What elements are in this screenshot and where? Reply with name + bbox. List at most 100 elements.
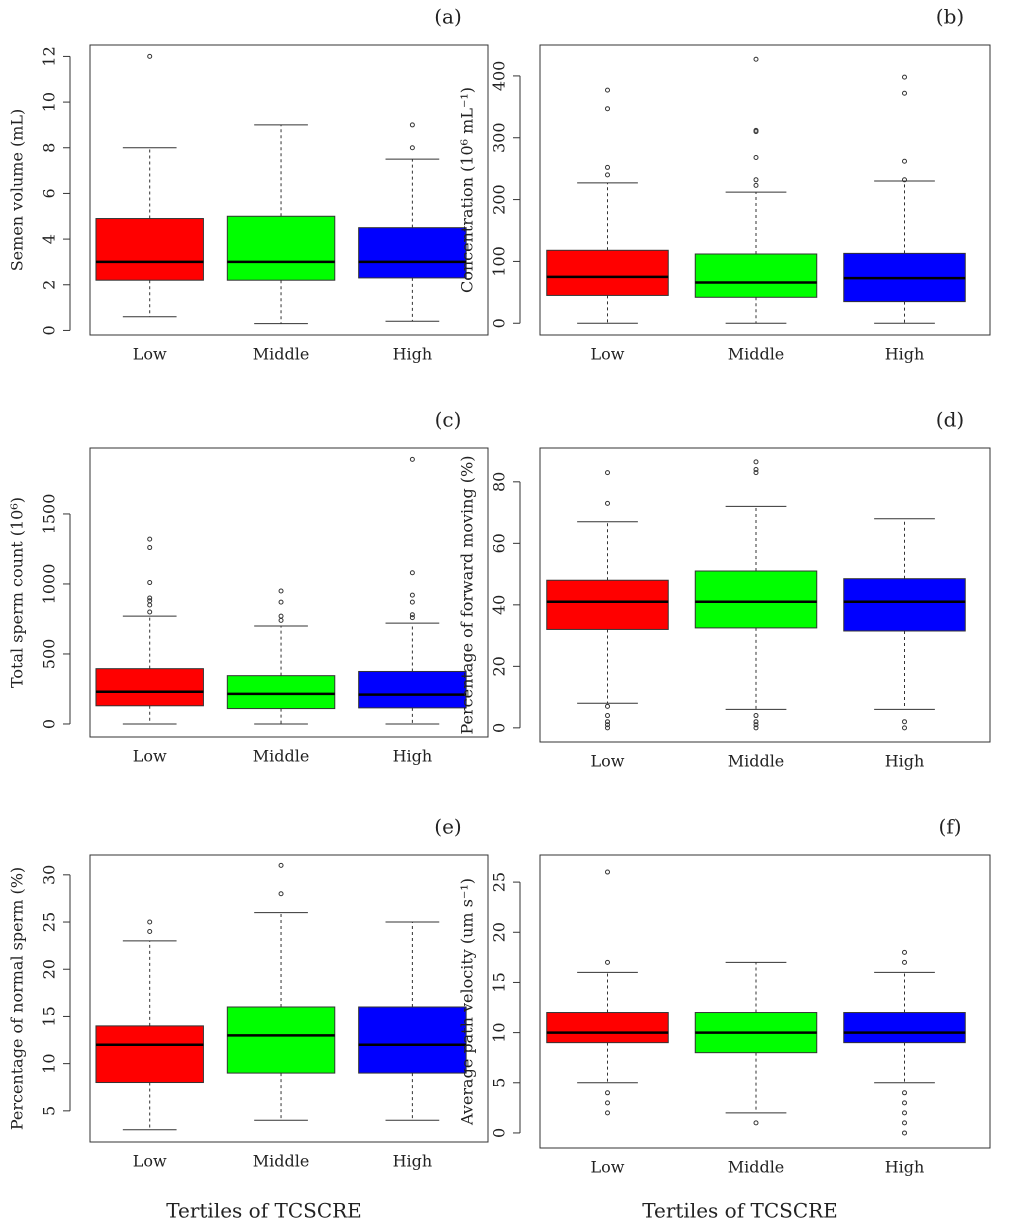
y-axis-label: Total sperm count (10⁶) [8, 497, 27, 688]
box [95, 668, 204, 707]
panel-label: (e) [434, 815, 461, 839]
outlier [605, 164, 610, 170]
y-tick-label: 12 [40, 46, 59, 66]
box [843, 578, 966, 632]
outlier [147, 595, 153, 601]
outlier [278, 588, 284, 594]
outlier [147, 545, 153, 551]
x-tick-label: Low [133, 747, 167, 766]
y-tick-label: 4 [40, 234, 59, 244]
outlier [147, 580, 153, 586]
x-tick-label: Middle [728, 752, 785, 771]
y-tick-label: 2 [40, 280, 59, 290]
outlier [409, 612, 415, 618]
outlier [902, 1120, 907, 1126]
x-tick-label: High [393, 747, 433, 766]
x-tick-label: Low [133, 345, 167, 364]
y-tick-label: 200 [490, 184, 509, 215]
plot-frame [89, 854, 489, 1143]
outlier [147, 536, 153, 542]
y-tick-label: 5 [490, 1078, 509, 1088]
x-tick-label: Low [591, 345, 625, 364]
box [95, 218, 204, 281]
panel-label: (f) [938, 815, 961, 839]
outlier [605, 1090, 610, 1096]
outlier [753, 722, 759, 728]
outlier [902, 1110, 907, 1116]
outlier [605, 713, 610, 719]
outlier [902, 177, 907, 183]
x-tick-label: Middle [253, 345, 310, 364]
outlier [902, 725, 907, 731]
y-tick-label: 8 [40, 143, 59, 153]
x-tick-label: Low [133, 1152, 167, 1171]
box [226, 675, 336, 710]
outlier [753, 725, 759, 731]
y-tick-label: 20 [490, 922, 509, 942]
box [694, 570, 818, 629]
x-tick-label: High [393, 1152, 433, 1171]
box [546, 249, 669, 296]
y-tick-label: 60 [490, 533, 509, 553]
y-tick-label: 20 [40, 959, 59, 979]
x-tick-label: High [393, 345, 433, 364]
plot-frame [89, 44, 489, 336]
outlier [409, 456, 415, 462]
box [358, 670, 467, 709]
box [546, 579, 669, 630]
outlier [753, 713, 759, 719]
y-tick-label: 10 [40, 92, 59, 112]
outlier [409, 145, 415, 151]
y-tick-label: 100 [490, 246, 509, 277]
outlier [605, 722, 610, 728]
y-tick-label: 25 [40, 912, 59, 932]
outlier [605, 719, 610, 725]
y-tick-label: 400 [490, 61, 509, 92]
outlier [753, 177, 759, 183]
box [226, 215, 336, 281]
panel-label: (a) [434, 5, 462, 29]
plot-frame [539, 447, 991, 743]
outlier [278, 599, 284, 605]
outlier [409, 122, 415, 128]
y-axis-label: Percentage of forward moving (%) [458, 456, 477, 735]
y-tick-label: 10 [490, 1022, 509, 1042]
y-axis-label: Average path velocity (um s⁻¹) [458, 878, 477, 1126]
outlier [902, 949, 907, 955]
outlier [902, 719, 907, 725]
y-tick-label: 6 [40, 188, 59, 198]
outlier [753, 1120, 759, 1126]
x-tick-label: High [885, 1158, 925, 1177]
plot-frame [89, 447, 489, 738]
outlier [753, 182, 759, 188]
outlier [753, 470, 759, 476]
x-tick-label: Middle [728, 1158, 785, 1177]
box [843, 1012, 966, 1044]
y-tick-label: 0 [40, 719, 59, 729]
plot-frame [539, 854, 991, 1149]
y-tick-label: 0 [40, 325, 59, 335]
outlier [147, 928, 153, 934]
y-tick-label: 1500 [40, 494, 59, 535]
outlier [753, 467, 759, 473]
outlier [278, 613, 284, 619]
y-tick-label: 1000 [40, 564, 59, 605]
outlier [409, 615, 415, 621]
y-tick-label: 20 [490, 656, 509, 676]
outlier [753, 56, 759, 62]
outlier [147, 53, 153, 59]
y-tick-label: 25 [490, 872, 509, 892]
y-tick-label: 5 [40, 1106, 59, 1116]
box [546, 1012, 669, 1044]
outlier [409, 592, 415, 598]
outlier [605, 1110, 610, 1116]
panel-label: (c) [435, 408, 462, 432]
outlier [605, 87, 610, 93]
outlier [753, 459, 759, 465]
box [358, 1006, 467, 1074]
plot-frame [539, 44, 991, 336]
outlier [605, 1100, 610, 1106]
outlier [147, 598, 153, 604]
box [358, 227, 467, 279]
y-tick-label: 0 [490, 1128, 509, 1138]
